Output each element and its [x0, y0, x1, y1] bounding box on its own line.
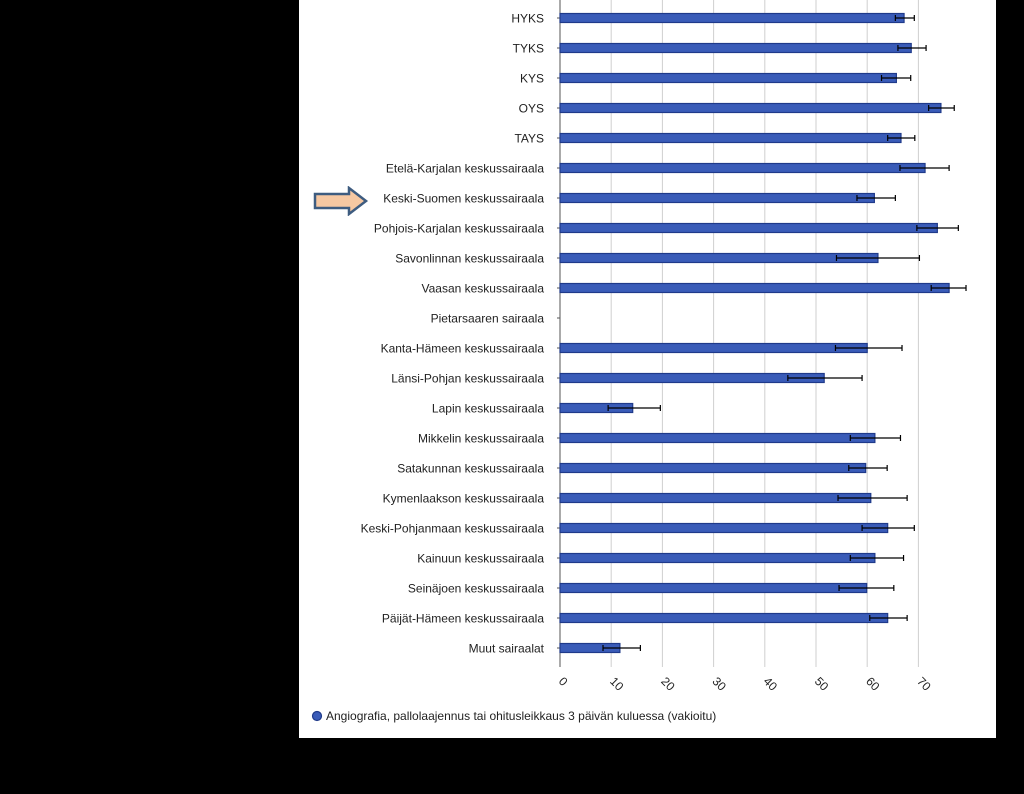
category-label: Kymenlaakson keskussairaala	[383, 492, 545, 506]
grid-layer	[610, 0, 919, 667]
category-label: Savonlinnan keskussairaala	[395, 252, 544, 266]
bar	[559, 582, 868, 594]
category-label: TYKS	[513, 42, 544, 56]
error-bar	[849, 555, 905, 561]
x-tick-label: 20	[658, 674, 678, 694]
error-bar	[835, 255, 921, 261]
legend-label: Angiografia, pallolaajennus tai ohitusle…	[326, 709, 716, 723]
error-bar	[887, 135, 916, 141]
error-bar	[848, 465, 888, 471]
error-bar	[894, 15, 915, 21]
bar	[559, 162, 926, 174]
bar	[559, 372, 825, 384]
bar	[559, 492, 872, 504]
bar	[559, 222, 938, 234]
error-bar	[899, 165, 950, 171]
category-label: HYKS	[511, 12, 544, 26]
x-tick-label: 40	[761, 674, 781, 694]
chart-panel: HYKS TYKS KYS OYS TAYS Etelä-Karjalan keskuss…	[299, 0, 996, 738]
x-tick-label: 10	[607, 674, 627, 694]
bar	[559, 612, 889, 624]
x-tick-label: 0	[556, 674, 571, 689]
bar	[559, 432, 876, 444]
bar-layer	[559, 12, 950, 654]
bar-chart: HYKS TYKS KYS OYS TAYS Etelä-Karjalan keskuss…	[311, 0, 967, 723]
x-tick-label: 30	[709, 674, 729, 694]
error-bar	[607, 405, 661, 411]
category-label: KYS	[520, 72, 544, 86]
category-label: Pohjois-Karjalan keskussairaala	[374, 222, 544, 236]
bar	[559, 12, 905, 24]
bar	[559, 192, 875, 204]
x-tick-label: 60	[863, 674, 883, 694]
error-bar	[861, 525, 915, 531]
x-tick-label: 70	[914, 674, 934, 694]
bar	[559, 342, 868, 354]
error-bar	[880, 75, 912, 81]
highlight-arrow-icon	[313, 186, 369, 216]
error-bar	[897, 45, 927, 51]
error-bar	[838, 585, 895, 591]
bar	[559, 462, 867, 474]
category-label: Päijät-Hämeen keskussairaala	[382, 612, 544, 626]
error-bar	[787, 375, 863, 381]
category-label: Lapin keskussairaala	[432, 402, 544, 416]
category-label: Mikkelin keskussairaala	[418, 432, 544, 446]
category-label: Pietarsaaren sairaala	[431, 312, 545, 326]
category-label: Kanta-Hämeen keskussairaala	[381, 342, 545, 356]
bar	[559, 522, 889, 534]
error-bar	[849, 435, 902, 441]
category-label: Satakunnan keskussairaala	[397, 462, 544, 476]
error-bar	[869, 615, 908, 621]
error-bar	[856, 195, 896, 201]
category-label: TAYS	[514, 132, 544, 146]
bar	[559, 42, 912, 54]
category-label: Vaasan keskussairaala	[421, 282, 544, 296]
bar	[559, 132, 902, 144]
category-label: Etelä-Karjalan keskussairaala	[386, 162, 544, 176]
bar	[559, 102, 942, 114]
category-label: Länsi-Pohjan keskussairaala	[391, 372, 544, 386]
error-bar	[834, 345, 903, 351]
category-label-layer: HYKS TYKS KYS OYS TAYS Etelä-Karjalan keskuss…	[361, 12, 545, 656]
category-label: Keski-Suomen keskussairaala	[383, 192, 544, 206]
category-label: Seinäjoen keskussairaala	[408, 582, 544, 596]
x-tick-label: 50	[812, 674, 832, 694]
category-label: Keski-Pohjanmaan keskussairaala	[361, 522, 545, 536]
bar	[559, 282, 950, 294]
arrow-shape	[313, 186, 369, 216]
error-bar	[602, 645, 641, 651]
legend-marker	[311, 710, 323, 722]
bar	[559, 72, 897, 84]
tick-label-layer: 0 10 20 30 40 50 60 70	[556, 674, 934, 694]
category-label: OYS	[519, 102, 544, 116]
category-label: Muut sairaalat	[469, 642, 545, 656]
error-bar-layer	[602, 15, 967, 651]
axis-layer	[557, 0, 561, 667]
error-bar	[928, 105, 955, 111]
error-bar	[916, 225, 959, 231]
error-bar	[930, 285, 967, 291]
legend: Angiografia, pallolaajennus tai ohitusle…	[311, 709, 716, 723]
bar	[559, 252, 879, 264]
category-label: Kainuun keskussairaala	[417, 552, 544, 566]
bar	[559, 552, 876, 564]
error-bar	[837, 495, 908, 501]
